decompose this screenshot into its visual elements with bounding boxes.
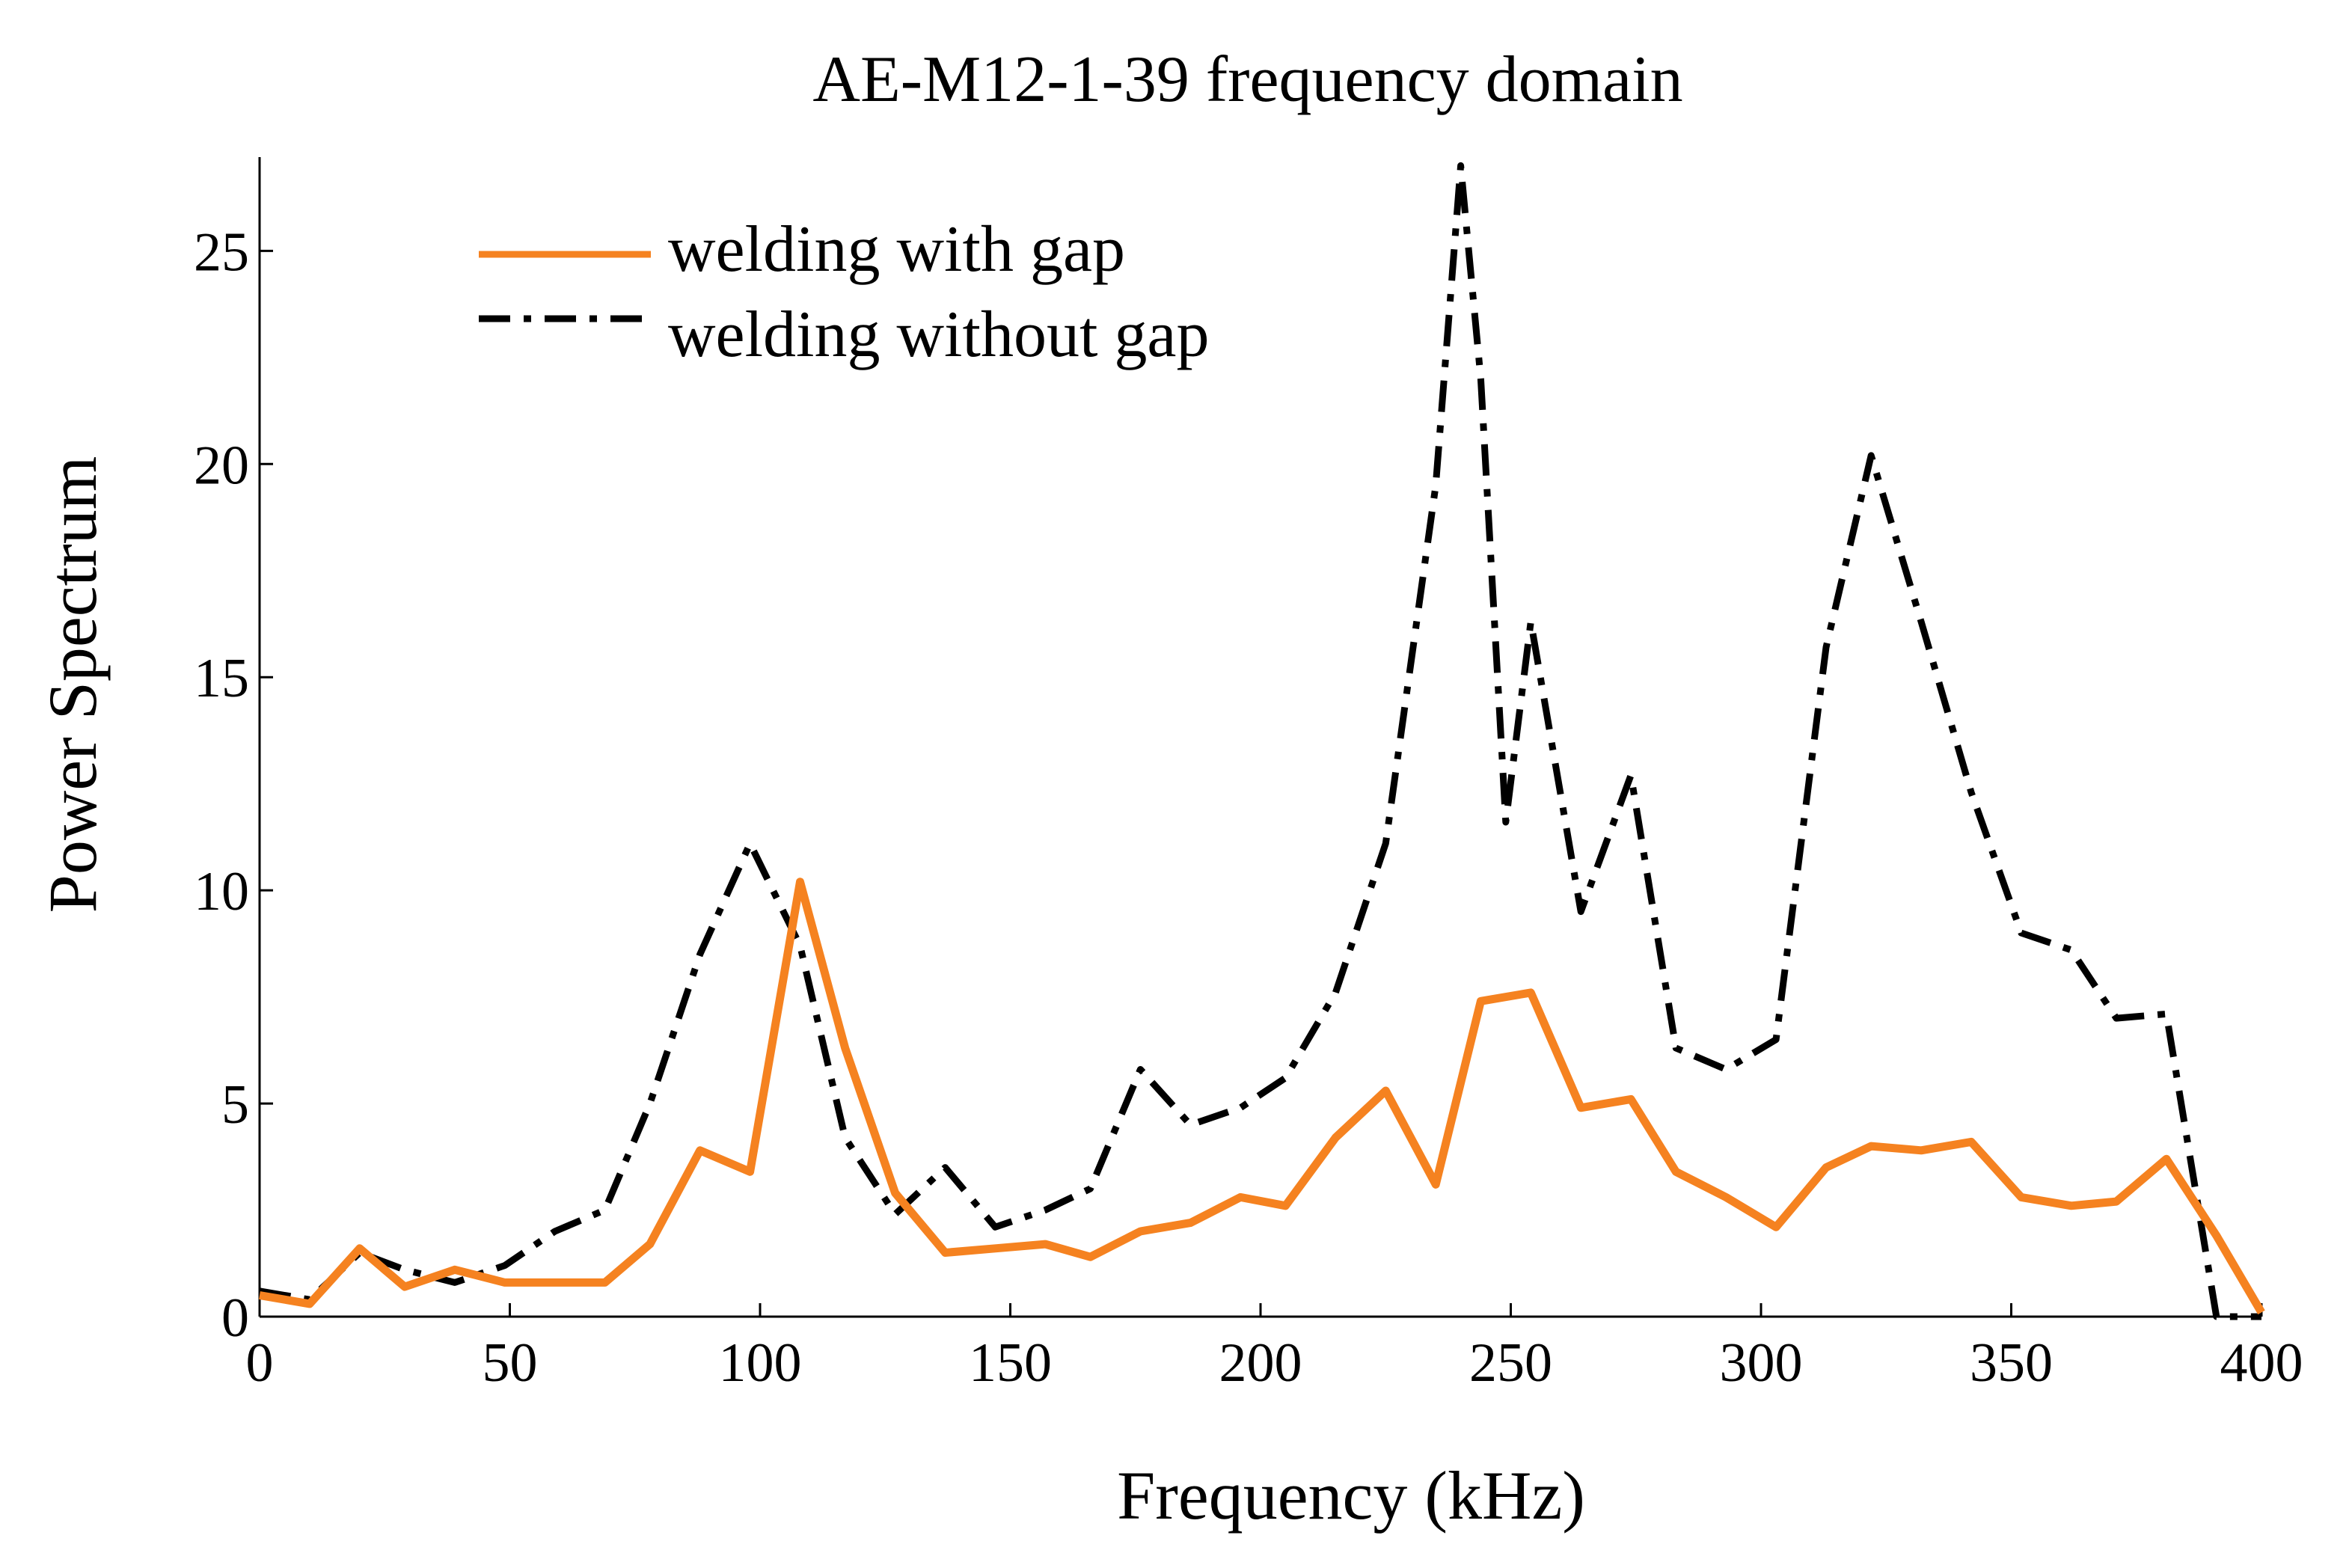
legend-label-welding-with-gap: welding with gap: [668, 213, 1125, 286]
x-axis-ticks: 0 50 100 150 200 250 300 350 400: [246, 1303, 2303, 1394]
chart-title: AE-M12-1-39 frequency domain: [812, 43, 1682, 116]
series-line-welding-without-gap: [259, 162, 2261, 1320]
y-tick-label: 10: [194, 861, 249, 922]
y-axis-label: Power Spectrum: [34, 456, 111, 913]
series-layer: [259, 162, 2265, 1320]
x-tick-label: 300: [1720, 1332, 1803, 1394]
x-tick-label: 50: [483, 1332, 538, 1394]
x-tick-label: 200: [1219, 1332, 1302, 1394]
y-tick-label: 5: [221, 1074, 249, 1136]
y-tick-label: 20: [194, 435, 249, 496]
y-tick-label: 25: [194, 221, 249, 283]
x-tick-label: 350: [1970, 1332, 2053, 1394]
series-line-welding-with-gap: [259, 878, 2265, 1315]
legend-label-welding-without-gap: welding without gap: [668, 298, 1209, 371]
y-tick-label: 15: [194, 648, 249, 709]
x-tick-label: 100: [719, 1332, 802, 1394]
x-axis-label: Frequency (kHz): [1117, 1457, 1585, 1534]
y-tick-label: 0: [221, 1287, 249, 1349]
x-tick-label: 400: [2220, 1332, 2303, 1394]
legend: welding with gap welding without gap: [479, 213, 1209, 371]
x-tick-label: 150: [969, 1332, 1052, 1394]
y-axis-ticks: 0 5 10 15 20 25: [194, 221, 273, 1349]
x-tick-label: 0: [246, 1332, 274, 1394]
x-tick-label: 250: [1469, 1332, 1552, 1394]
